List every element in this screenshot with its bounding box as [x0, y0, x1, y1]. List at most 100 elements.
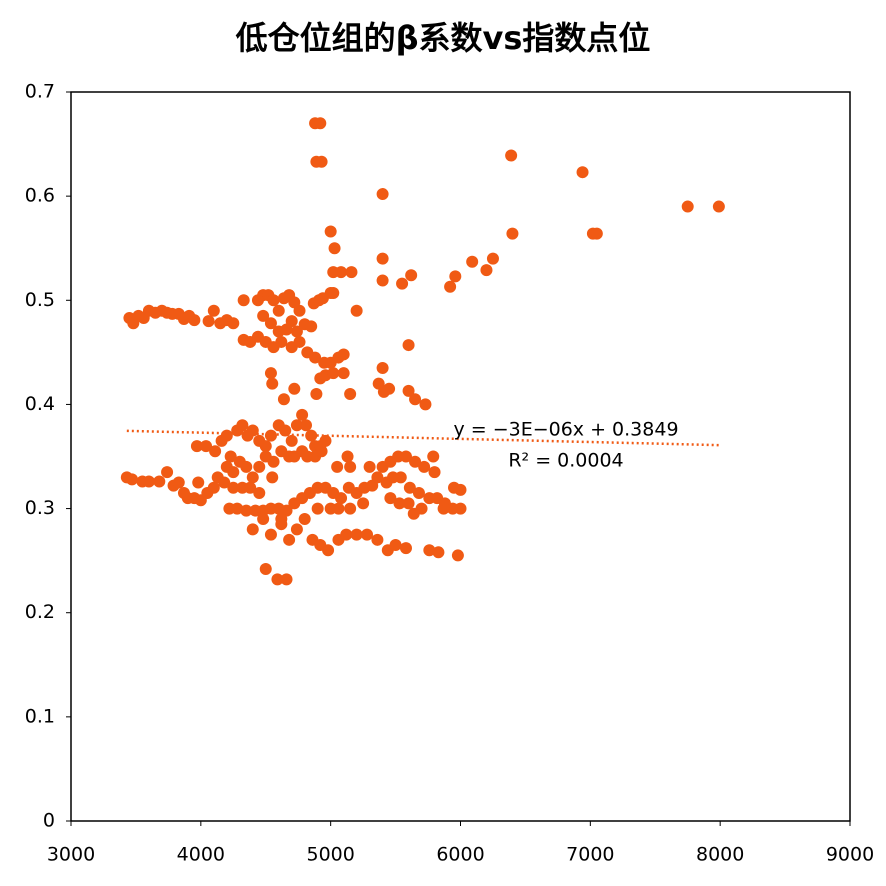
- point: [428, 466, 441, 479]
- point: [259, 562, 272, 575]
- point: [506, 227, 519, 240]
- point: [419, 398, 432, 411]
- chart-title: 低仓位组的β系数vs指数点位: [236, 19, 651, 57]
- point: [272, 304, 285, 317]
- point: [402, 497, 415, 510]
- point: [257, 512, 270, 525]
- point: [399, 450, 412, 463]
- point: [290, 325, 303, 338]
- point: [712, 200, 725, 213]
- point: [576, 166, 589, 179]
- point: [344, 460, 357, 473]
- x-tick-label: 8000: [696, 844, 744, 866]
- point: [218, 476, 231, 489]
- point: [172, 476, 185, 489]
- point: [246, 523, 259, 536]
- trendline-r2: R² = 0.0004: [508, 450, 623, 472]
- point: [246, 424, 259, 437]
- point: [153, 475, 166, 488]
- point: [227, 481, 240, 494]
- point: [319, 434, 332, 447]
- point: [350, 304, 363, 317]
- point: [290, 523, 303, 536]
- point: [376, 188, 389, 201]
- point: [253, 460, 266, 473]
- point: [399, 542, 412, 555]
- point: [315, 445, 328, 458]
- point: [236, 419, 249, 432]
- point: [444, 280, 457, 293]
- point: [264, 367, 277, 380]
- point: [451, 549, 464, 562]
- point: [279, 424, 292, 437]
- point: [266, 471, 279, 484]
- point: [423, 544, 436, 557]
- point: [331, 460, 344, 473]
- point: [305, 320, 318, 333]
- point: [335, 492, 348, 505]
- point: [403, 481, 416, 494]
- point: [402, 384, 415, 397]
- point: [337, 348, 350, 361]
- point: [418, 460, 431, 473]
- point: [357, 497, 370, 510]
- point: [227, 466, 240, 479]
- point: [259, 440, 272, 453]
- point: [449, 270, 462, 283]
- point: [280, 573, 293, 586]
- point: [209, 445, 222, 458]
- point: [277, 393, 290, 406]
- point: [237, 294, 250, 307]
- point: [264, 429, 277, 442]
- point: [202, 315, 215, 328]
- point: [231, 502, 244, 515]
- point: [427, 450, 440, 463]
- point: [305, 429, 318, 442]
- point: [275, 335, 288, 348]
- point: [315, 155, 328, 168]
- y-tick-label: 0: [43, 810, 55, 832]
- point: [311, 502, 324, 515]
- point: [361, 528, 374, 541]
- point: [285, 315, 298, 328]
- point: [316, 292, 329, 305]
- point: [432, 546, 445, 559]
- point: [394, 471, 407, 484]
- point: [288, 382, 301, 395]
- point: [409, 393, 422, 406]
- point: [389, 539, 402, 552]
- point: [275, 512, 288, 525]
- point: [466, 255, 479, 268]
- point: [285, 434, 298, 447]
- point: [393, 497, 406, 510]
- trendline: [126, 429, 721, 447]
- point: [324, 225, 337, 238]
- point: [590, 227, 603, 240]
- point: [341, 450, 354, 463]
- point: [327, 367, 340, 380]
- y-tick-label: 0.3: [25, 497, 55, 519]
- point: [253, 486, 266, 499]
- point: [227, 317, 240, 330]
- x-tick-label: 7000: [566, 844, 614, 866]
- point: [224, 450, 237, 463]
- point: [309, 351, 322, 364]
- point: [283, 533, 296, 546]
- y-tick-label: 0.7: [25, 81, 55, 103]
- point: [126, 473, 139, 486]
- point: [376, 361, 389, 374]
- point: [407, 507, 420, 520]
- point: [405, 269, 418, 282]
- point: [335, 266, 348, 279]
- plot-frame: [70, 91, 851, 822]
- point: [267, 455, 280, 468]
- point: [142, 475, 155, 488]
- point: [188, 314, 201, 327]
- point: [480, 264, 493, 277]
- point: [161, 466, 174, 479]
- point: [240, 504, 253, 517]
- point: [402, 339, 415, 352]
- point: [310, 388, 323, 401]
- point: [350, 528, 363, 541]
